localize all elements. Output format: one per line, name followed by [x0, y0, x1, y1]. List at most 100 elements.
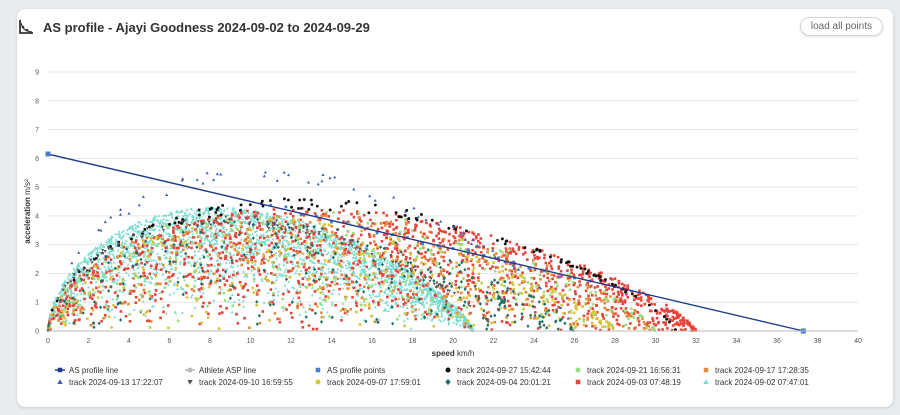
data-point	[373, 250, 377, 254]
data-point	[360, 243, 363, 247]
data-point	[333, 233, 337, 237]
data-point	[142, 268, 146, 272]
data-point	[192, 236, 195, 239]
data-point	[634, 296, 638, 300]
data-point	[61, 291, 65, 294]
data-point	[234, 231, 238, 235]
data-point	[394, 301, 398, 304]
data-point	[433, 315, 436, 319]
data-point	[368, 293, 372, 296]
data-point	[433, 311, 437, 314]
data-point	[185, 216, 189, 219]
data-point	[131, 240, 134, 244]
data-point	[86, 317, 89, 321]
data-point	[185, 245, 189, 249]
data-point	[508, 240, 512, 244]
data-point	[362, 213, 366, 217]
data-point	[90, 251, 94, 255]
data-point	[181, 237, 185, 241]
data-point	[48, 320, 51, 324]
data-point	[439, 269, 443, 273]
data-point	[398, 279, 402, 283]
data-point	[458, 226, 462, 229]
data-point	[381, 255, 385, 259]
data-point	[460, 291, 463, 295]
data-point	[173, 310, 177, 313]
data-point	[326, 294, 330, 297]
data-point	[276, 236, 279, 240]
data-point	[405, 306, 409, 310]
data-point	[216, 216, 220, 219]
data-point	[218, 251, 221, 255]
data-point	[400, 276, 404, 279]
data-point	[370, 264, 374, 268]
data-point	[193, 306, 197, 309]
data-point	[535, 289, 539, 293]
data-point	[266, 235, 269, 238]
data-point	[361, 259, 365, 262]
data-point	[418, 301, 422, 304]
data-point	[97, 321, 101, 326]
data-point	[109, 258, 113, 261]
data-point	[53, 303, 57, 306]
data-point	[304, 315, 308, 319]
data-point	[489, 314, 493, 319]
data-point	[207, 272, 211, 276]
data-point	[101, 284, 105, 288]
data-point	[298, 230, 301, 234]
data-point	[288, 276, 292, 279]
data-point	[324, 212, 328, 216]
data-point	[87, 260, 90, 264]
data-point	[471, 263, 475, 267]
data-point	[404, 303, 408, 306]
data-point	[183, 213, 187, 217]
data-point	[547, 308, 551, 313]
data-point	[407, 299, 410, 303]
data-point	[173, 218, 177, 221]
data-point	[392, 228, 396, 231]
data-point	[319, 245, 323, 249]
data-point	[356, 242, 360, 246]
data-point	[575, 307, 578, 311]
data-point	[92, 269, 95, 273]
data-point	[237, 298, 241, 302]
data-point	[591, 316, 595, 320]
data-point	[531, 269, 535, 273]
data-point	[437, 246, 441, 250]
data-point	[161, 234, 165, 237]
data-point	[510, 269, 513, 273]
data-point	[120, 237, 123, 240]
data-point	[333, 270, 336, 274]
data-point	[512, 263, 516, 267]
data-point	[231, 261, 234, 265]
data-point	[363, 228, 367, 231]
data-point	[531, 304, 535, 309]
data-point	[259, 228, 263, 231]
data-point	[591, 307, 594, 310]
data-point	[146, 309, 150, 313]
data-point	[297, 220, 301, 223]
data-point	[146, 249, 150, 252]
data-point	[438, 300, 442, 303]
data-point	[237, 232, 241, 237]
data-point	[290, 316, 294, 319]
data-point	[376, 320, 380, 325]
data-point	[312, 261, 316, 265]
data-point	[157, 268, 161, 271]
data-point	[371, 283, 375, 286]
data-point	[388, 236, 392, 240]
data-point	[268, 301, 271, 305]
data-point	[174, 311, 178, 315]
data-point	[423, 232, 426, 236]
data-point	[72, 313, 76, 316]
data-point	[550, 285, 553, 289]
data-point	[570, 268, 573, 272]
data-point	[402, 277, 406, 281]
series-track-2024-09-21-16-56-31	[52, 210, 657, 332]
data-point	[109, 241, 113, 245]
data-point	[408, 244, 412, 248]
data-point	[443, 294, 446, 298]
load-all-points-button[interactable]: load all points	[799, 17, 883, 36]
data-point	[113, 291, 117, 294]
